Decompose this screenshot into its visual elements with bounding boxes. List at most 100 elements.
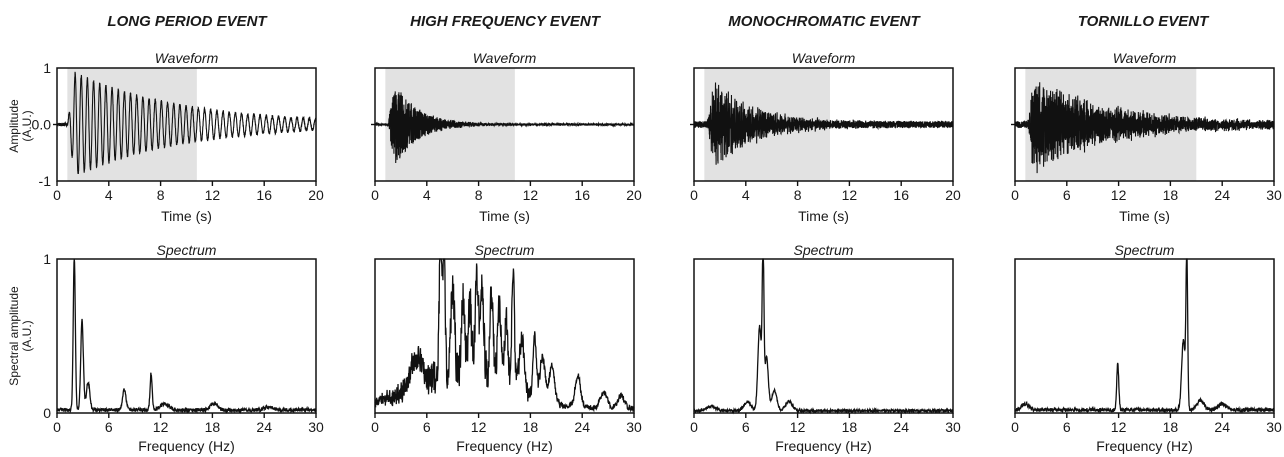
spectrum-trace [374, 258, 635, 413]
event-title-monochromatic: MONOCHROMATIC EVENT [728, 13, 921, 30]
waveform-xtick-label: 20 [945, 187, 961, 203]
waveform-xlabel: Time (s) [161, 208, 212, 224]
spectrum-xtick-label: 0 [53, 419, 61, 435]
spectrum-frame [56, 258, 317, 414]
spectrum-xtick-label: 30 [1266, 419, 1282, 435]
waveform-panel-monochromatic: Waveform 0 4 8 12 16 20 Time (s) [690, 50, 961, 224]
waveform-xtick-label: 8 [794, 187, 802, 203]
spectrum-xtick-label: 6 [423, 419, 431, 435]
waveform-xtick-label: 16 [256, 187, 272, 203]
waveform-xtick-label: 6 [1063, 187, 1071, 203]
waveform-xtick-label: 4 [105, 187, 113, 203]
spectrum-ylabel: Spectral amplitude (A.U.) [7, 286, 34, 386]
spectrum-title: Spectrum [1115, 242, 1175, 258]
waveform-xtick-label: 4 [423, 187, 431, 203]
spectrum-xtick-label: 12 [1111, 419, 1127, 435]
spectrum-frame [693, 258, 954, 414]
waveform-xlabel: Time (s) [798, 208, 849, 224]
spectrum-xtick-label: 30 [308, 419, 324, 435]
event-title-long-period: LONG PERIOD EVENT [107, 13, 268, 30]
spectrum-trace [56, 258, 317, 415]
spectrum-xtick-label: 0 [371, 419, 379, 435]
waveform-xtick-label: 20 [626, 187, 642, 203]
spectrum-xtick-label: 12 [471, 419, 487, 435]
spectrum-ylabel-line2: (A.U.) [20, 320, 34, 351]
waveform-xlabel: Time (s) [1119, 208, 1170, 224]
spectrum-ylabel-line1: Spectral amplitude [7, 286, 21, 386]
spectrum-xtick-label: 18 [205, 419, 221, 435]
waveform-xtick-label: 8 [475, 187, 483, 203]
waveform-ylabel-line1: Amplitude [7, 99, 21, 153]
waveform-title: Waveform [155, 50, 219, 66]
waveform-xtick-label: 20 [308, 187, 324, 203]
waveform-title: Waveform [473, 50, 537, 66]
waveform-ylabel-line2: (A.U.) [20, 110, 34, 141]
spectrum-xtick-label: 12 [790, 419, 806, 435]
spectrum-title: Spectrum [157, 242, 217, 258]
waveform-xtick-label: 16 [574, 187, 590, 203]
spectrum-panel-long-period: Spectrum 1 00 6 12 18 24 30 Frequency (Hz) [43, 242, 324, 454]
waveform-panel-long-period: Waveform 1 0.0 -10 4 8 12 16 20 Time (s) [32, 50, 324, 224]
waveform-ytick-label: -1 [39, 173, 52, 189]
spectrum-xtick-label: 18 [523, 419, 539, 435]
event-title-tornillo: TORNILLO EVENT [1078, 13, 1210, 30]
spectrum-xlabel: Frequency (Hz) [456, 438, 552, 454]
waveform-trace [693, 82, 954, 165]
spectrum-frame [1014, 258, 1275, 414]
waveform-xtick-label: 16 [893, 187, 909, 203]
spectrum-xlabel: Frequency (Hz) [1096, 438, 1192, 454]
waveform-xlabel: Time (s) [479, 208, 530, 224]
spectrum-xtick-label: 6 [105, 419, 113, 435]
spectrum-title: Spectrum [794, 242, 854, 258]
event-title-high-frequency: HIGH FREQUENCY EVENT [410, 13, 602, 30]
spectrum-xtick-label: 12 [153, 419, 169, 435]
waveform-trace [56, 71, 317, 175]
spectrum-ytick-label: 0 [43, 405, 51, 421]
spectrum-xlabel: Frequency (Hz) [775, 438, 871, 454]
spectrum-xtick-label: 24 [256, 419, 272, 435]
waveform-trace [374, 91, 635, 163]
spectrum-xtick-label: 30 [945, 419, 961, 435]
spectrum-xtick-label: 6 [1063, 419, 1071, 435]
spectrum-trace [1014, 258, 1275, 415]
waveform-xtick-label: 12 [1111, 187, 1127, 203]
waveform-ytick-label: 0.0 [32, 117, 52, 133]
spectrum-panel-monochromatic: Spectrum 0 6 12 18 24 30 Frequency (Hz) [690, 242, 961, 454]
spectrum-xtick-label: 6 [742, 419, 750, 435]
waveform-xtick-label: 12 [523, 187, 539, 203]
spectrum-xtick-label: 0 [690, 419, 698, 435]
waveform-xtick-label: 0 [690, 187, 698, 203]
waveform-xtick-label: 0 [53, 187, 61, 203]
waveform-title: Waveform [792, 50, 856, 66]
spectrum-trace [693, 258, 954, 415]
spectrum-xtick-label: 24 [893, 419, 909, 435]
waveform-xtick-label: 4 [742, 187, 750, 203]
spectrum-panel-tornillo: Spectrum 0 6 12 18 24 30 Frequency (Hz) [1011, 242, 1282, 454]
waveform-ytick-label: 1 [43, 60, 51, 76]
spectrum-title: Spectrum [475, 242, 535, 258]
spectrum-xtick-label: 30 [626, 419, 642, 435]
spectrum-panel-high-frequency: Spectrum 0 6 12 18 24 30 Frequency (Hz) [371, 242, 642, 454]
spectrum-xtick-label: 18 [1163, 419, 1179, 435]
spectrum-frame [374, 258, 635, 414]
waveform-xtick-label: 24 [1214, 187, 1230, 203]
waveform-xtick-label: 0 [371, 187, 379, 203]
spectrum-xlabel: Frequency (Hz) [138, 438, 234, 454]
waveform-title: Waveform [1113, 50, 1177, 66]
spectrum-xtick-label: 24 [574, 419, 590, 435]
waveform-xtick-label: 30 [1266, 187, 1282, 203]
waveform-panel-tornillo: Waveform 0 6 12 18 24 30 Time (s) [1011, 50, 1282, 224]
waveform-trace [1014, 82, 1275, 174]
spectrum-xtick-label: 0 [1011, 419, 1019, 435]
spectrum-ytick-label: 1 [43, 251, 51, 267]
waveform-ylabel: Amplitude (A.U.) [7, 99, 34, 153]
waveform-xtick-label: 12 [205, 187, 221, 203]
waveform-panel-high-frequency: Waveform 0 4 8 12 16 20 Time (s) [371, 50, 642, 224]
waveform-xtick-label: 12 [842, 187, 858, 203]
waveform-xtick-label: 18 [1163, 187, 1179, 203]
spectrum-xtick-label: 24 [1214, 419, 1230, 435]
spectrum-xtick-label: 18 [842, 419, 858, 435]
waveform-xtick-label: 8 [157, 187, 165, 203]
waveform-xtick-label: 0 [1011, 187, 1019, 203]
